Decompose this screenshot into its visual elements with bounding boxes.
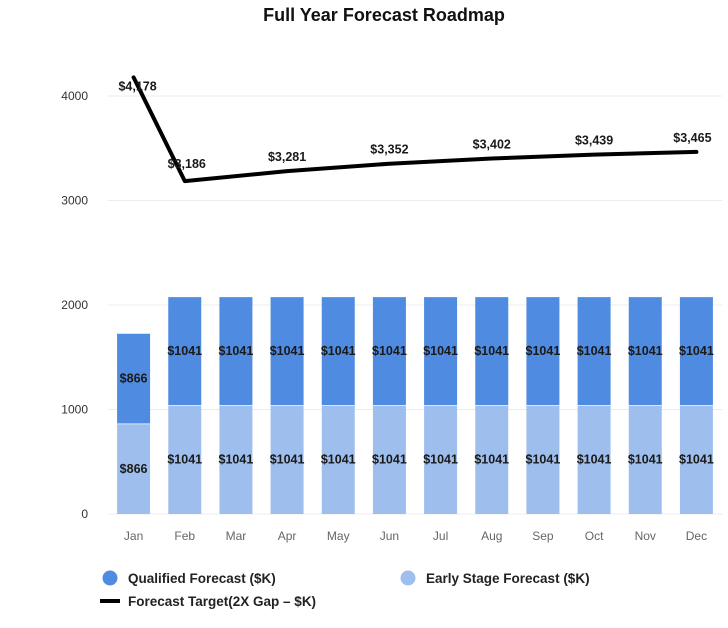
bar bbox=[475, 296, 509, 406]
bar-data-label: $866 bbox=[120, 371, 148, 385]
legend: Qualified Forecast ($K) Early Stage Forec… bbox=[100, 570, 590, 609]
bar bbox=[168, 296, 202, 406]
bar-data-label: $1041 bbox=[526, 344, 561, 358]
target-line bbox=[131, 75, 699, 184]
bar-data-label: $1041 bbox=[679, 344, 714, 358]
legend-label: Forecast Target(2X Gap – $K) bbox=[128, 594, 316, 609]
bar-data-label: $1041 bbox=[167, 344, 202, 358]
line-data-label: $3,281 bbox=[268, 150, 306, 164]
x-tick-label: Jan bbox=[124, 529, 143, 543]
bar bbox=[475, 405, 509, 514]
bar-data-label: $1041 bbox=[321, 344, 356, 358]
bar bbox=[628, 296, 662, 406]
y-tick-label: 2000 bbox=[61, 298, 88, 312]
legend-label: Qualified Forecast ($K) bbox=[128, 571, 276, 586]
bar bbox=[424, 405, 458, 514]
bar-data-label: $1041 bbox=[219, 453, 254, 467]
line-data-label: $3,439 bbox=[575, 134, 613, 148]
bar-data-label: $1041 bbox=[628, 453, 663, 467]
bar-data-label: $1041 bbox=[219, 344, 254, 358]
chart-title: Full Year Forecast Roadmap bbox=[263, 5, 505, 25]
legend-marker bbox=[102, 570, 118, 586]
line-data-label: $3,186 bbox=[168, 157, 206, 171]
line-data-label: $4,178 bbox=[118, 79, 156, 93]
bar bbox=[679, 405, 713, 514]
bar-data-label: $1041 bbox=[679, 453, 714, 467]
bar-data-label: $1041 bbox=[167, 453, 202, 467]
x-tick-label: Nov bbox=[635, 529, 656, 543]
bar-data-label: $1041 bbox=[372, 344, 407, 358]
bar bbox=[526, 405, 560, 514]
x-tick-label: Sep bbox=[532, 529, 554, 543]
legend-label: Early Stage Forecast ($K) bbox=[426, 571, 590, 586]
x-tick-label: Jul bbox=[433, 529, 448, 543]
x-tick-label: Oct bbox=[585, 529, 604, 543]
line-data-label: $3,465 bbox=[673, 131, 711, 145]
x-tick-label: Aug bbox=[481, 529, 502, 543]
axis-layer: 0 1000 2000 3000 4000 Jan Feb Mar Apr May Jun Jul Au… bbox=[61, 89, 707, 543]
y-tick-label: 4000 bbox=[61, 89, 88, 103]
line-data-label: $3,352 bbox=[370, 143, 408, 157]
line-layer bbox=[131, 75, 699, 184]
x-tick-label: May bbox=[327, 529, 350, 543]
bar bbox=[270, 405, 304, 514]
bar bbox=[168, 405, 202, 514]
y-tick-label: 1000 bbox=[61, 403, 88, 417]
bar-data-label: $1041 bbox=[270, 453, 305, 467]
bar bbox=[577, 296, 611, 406]
x-tick-label: Apr bbox=[278, 529, 297, 543]
bar bbox=[577, 405, 611, 514]
bar bbox=[117, 423, 151, 514]
bar bbox=[219, 296, 253, 406]
bar-data-label: $1041 bbox=[270, 344, 305, 358]
bar bbox=[219, 405, 253, 514]
bar-data-label: $1041 bbox=[526, 453, 561, 467]
bar-data-label: $1041 bbox=[628, 344, 663, 358]
bar bbox=[117, 333, 151, 424]
bar bbox=[526, 296, 560, 406]
bar-data-label: $1041 bbox=[423, 453, 458, 467]
bar bbox=[321, 296, 355, 406]
x-tick-label: Dec bbox=[686, 529, 707, 543]
legend-marker bbox=[400, 570, 416, 586]
y-tick-label: 3000 bbox=[61, 194, 88, 208]
bar bbox=[270, 296, 304, 406]
bar-data-label: $1041 bbox=[474, 344, 509, 358]
grid-layer bbox=[108, 95, 722, 515]
line-data-label: $3,402 bbox=[473, 137, 511, 151]
bar bbox=[321, 405, 355, 514]
bar bbox=[679, 296, 713, 406]
bar bbox=[628, 405, 662, 514]
x-tick-label: Mar bbox=[226, 529, 247, 543]
bar bbox=[372, 296, 406, 406]
bar bbox=[424, 296, 458, 406]
bar-data-label: $1041 bbox=[577, 344, 612, 358]
x-tick-label: Feb bbox=[174, 529, 195, 543]
bar-layer bbox=[117, 295, 713, 514]
bar bbox=[372, 405, 406, 514]
bar-data-label: $1041 bbox=[423, 344, 458, 358]
bar-data-label: $1041 bbox=[577, 453, 612, 467]
y-tick-label: 0 bbox=[81, 507, 88, 521]
x-tick-label: Jun bbox=[380, 529, 399, 543]
bar-data-label: $1041 bbox=[372, 453, 407, 467]
bar-data-label: $1041 bbox=[474, 453, 509, 467]
bar-data-label: $866 bbox=[120, 462, 148, 476]
label-layer: $866 $1041 $1041 $1041 $1041 $1041 $1041 $1041 $… bbox=[118, 79, 713, 475]
bar-data-label: $1041 bbox=[321, 453, 356, 467]
